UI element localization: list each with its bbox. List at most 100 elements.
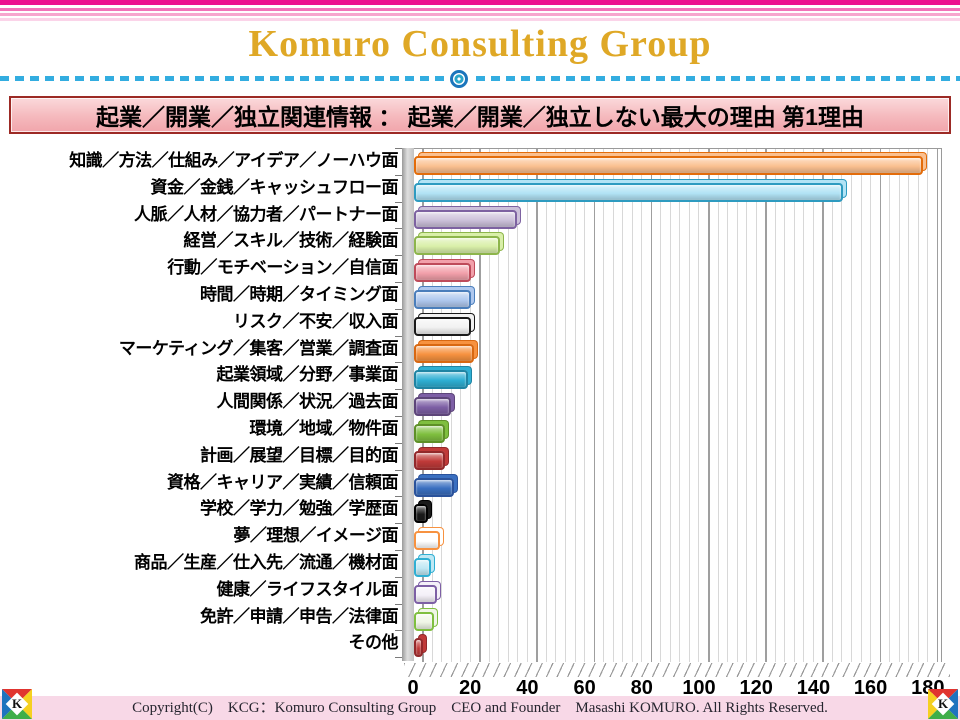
gridline-major <box>936 149 939 662</box>
gridline-minor <box>860 149 862 662</box>
divider-dashed-line-left <box>0 76 446 81</box>
gridline-major <box>593 149 596 662</box>
gridline-minor <box>698 149 700 662</box>
gridline-major <box>765 149 767 662</box>
category-label: 起業領域／分野／事業面 <box>216 365 399 385</box>
gridline-minor <box>469 149 471 662</box>
category-label: 人間関係／状況／過去面 <box>216 392 399 412</box>
bar <box>414 290 472 309</box>
gridline-minor <box>603 149 605 662</box>
gridline-minor <box>755 149 757 662</box>
copyright-text: Copyright(C) KCG：Komuro Consulting Group… <box>132 700 828 716</box>
category-label: 健康／ライフスタイル面 <box>216 579 399 599</box>
gridline-minor <box>631 149 633 662</box>
x-axis-label: 120 <box>739 677 773 699</box>
x-axis-label: 160 <box>853 677 888 699</box>
bar-chart: 知識／方法／仕組み／アイデア／ノーハウ面資金／金銭／キャッシュフロー面人脈／人材… <box>0 146 960 702</box>
x-axis-label: 80 <box>630 677 653 699</box>
gridline-minor <box>851 149 852 662</box>
gridline-minor <box>927 149 929 662</box>
stripe-pink-1 <box>0 8 960 11</box>
gridline-minor <box>565 149 566 662</box>
bar <box>414 370 469 390</box>
y-axis-tick <box>395 469 402 471</box>
y-axis-tick <box>395 496 402 498</box>
bar <box>414 236 500 256</box>
plot-area <box>414 148 942 662</box>
gridline-major <box>650 149 653 662</box>
category-label: 知識／方法／仕組み／アイデア／ノーハウ面 <box>69 151 398 170</box>
y-axis-tick <box>395 630 402 632</box>
bar <box>414 263 472 283</box>
y-axis-tick <box>395 308 402 310</box>
category-label: 夢／理想／イメージ面 <box>233 526 398 546</box>
divider-dashed-line-right <box>476 76 960 81</box>
y-axis-tick <box>395 255 402 257</box>
gridline-minor <box>526 149 528 662</box>
gridline-minor <box>917 149 919 662</box>
gridline-minor <box>517 149 519 662</box>
category-label: 資金／金銭／キャッシュフロー面 <box>150 177 399 197</box>
gridline-minor <box>908 149 910 662</box>
y-axis-tick <box>395 148 402 149</box>
stripe-pink-2 <box>0 13 960 16</box>
bar <box>414 531 440 551</box>
category-labels: 知識／方法／仕組み／アイデア／ノーハウ面資金／金銭／キャッシュフロー面人脈／人材… <box>0 148 398 657</box>
title-banner: 起業／開業／独立関連情報 ： 起業／開業／独立しない最大の理由 第1理由 <box>9 96 951 134</box>
gridline-minor <box>612 149 614 662</box>
bar <box>414 477 455 497</box>
gridline-minor <box>660 149 662 662</box>
gridline-minor <box>669 149 671 662</box>
gridline-minor <box>498 149 500 662</box>
y-axis-tick <box>395 657 402 659</box>
x-axis-label: 100 <box>682 677 716 699</box>
y-axis-tick <box>395 362 402 364</box>
top-stripes <box>0 0 960 21</box>
category-label: 免許／申請／申告／法律面 <box>200 606 399 626</box>
x-axis-label: 40 <box>516 677 539 699</box>
gridline-minor <box>507 149 509 662</box>
gridline-major <box>536 149 538 662</box>
kcg-logo-right: K <box>928 689 958 719</box>
category-label: 経営／スキル／技術／経験面 <box>183 231 399 251</box>
logo-letter: K <box>11 696 23 711</box>
y-axis-tick <box>395 174 402 176</box>
y-axis-tick <box>395 442 402 444</box>
gridline-minor <box>574 149 576 662</box>
footer-bar: Copyright(C) KCG：Komuro Consulting Group… <box>0 696 960 720</box>
y-axis-tick <box>395 335 402 337</box>
gridline-major <box>822 149 824 662</box>
gridline-minor <box>812 149 814 662</box>
brand-title: Komuro Consulting Group <box>248 23 712 65</box>
gridline-minor <box>784 149 786 662</box>
bar <box>414 584 437 604</box>
bar <box>414 504 429 524</box>
bar <box>414 156 924 175</box>
y-axis-tick <box>395 282 402 283</box>
bar <box>414 397 452 417</box>
category-label: 人脈／人材／協力者／パートナー面 <box>134 204 399 224</box>
gridline-minor <box>746 149 748 662</box>
category-label: 行動／モチベーション／自信面 <box>167 258 398 278</box>
category-label: リスク／不安／収入面 <box>233 311 399 331</box>
y-axis-tick <box>395 550 402 551</box>
gridline-major <box>708 149 710 662</box>
bar <box>414 343 475 363</box>
category-label: 資格／キャリア／実績／信頼面 <box>167 472 399 492</box>
gridline-minor <box>727 149 729 662</box>
bar <box>414 638 423 658</box>
category-label: 時間／時期／タイミング面 <box>200 284 399 304</box>
logo-letter: K <box>937 696 949 711</box>
y-axis-tick <box>395 228 402 230</box>
kcg-logo-left: K <box>2 689 32 719</box>
gridline-minor <box>774 149 776 662</box>
x-axis-label: 20 <box>459 677 482 699</box>
y-axis-tick <box>395 416 402 417</box>
y-axis-tick <box>395 603 402 605</box>
bar <box>414 558 432 577</box>
gridline-minor <box>450 149 452 662</box>
y-axis-tick <box>395 576 402 578</box>
y-axis-tick <box>395 389 402 391</box>
category-label: 環境／地域／物件面 <box>249 418 399 438</box>
category-label: 商品／生産／仕入先／流通／機材面 <box>134 552 399 572</box>
